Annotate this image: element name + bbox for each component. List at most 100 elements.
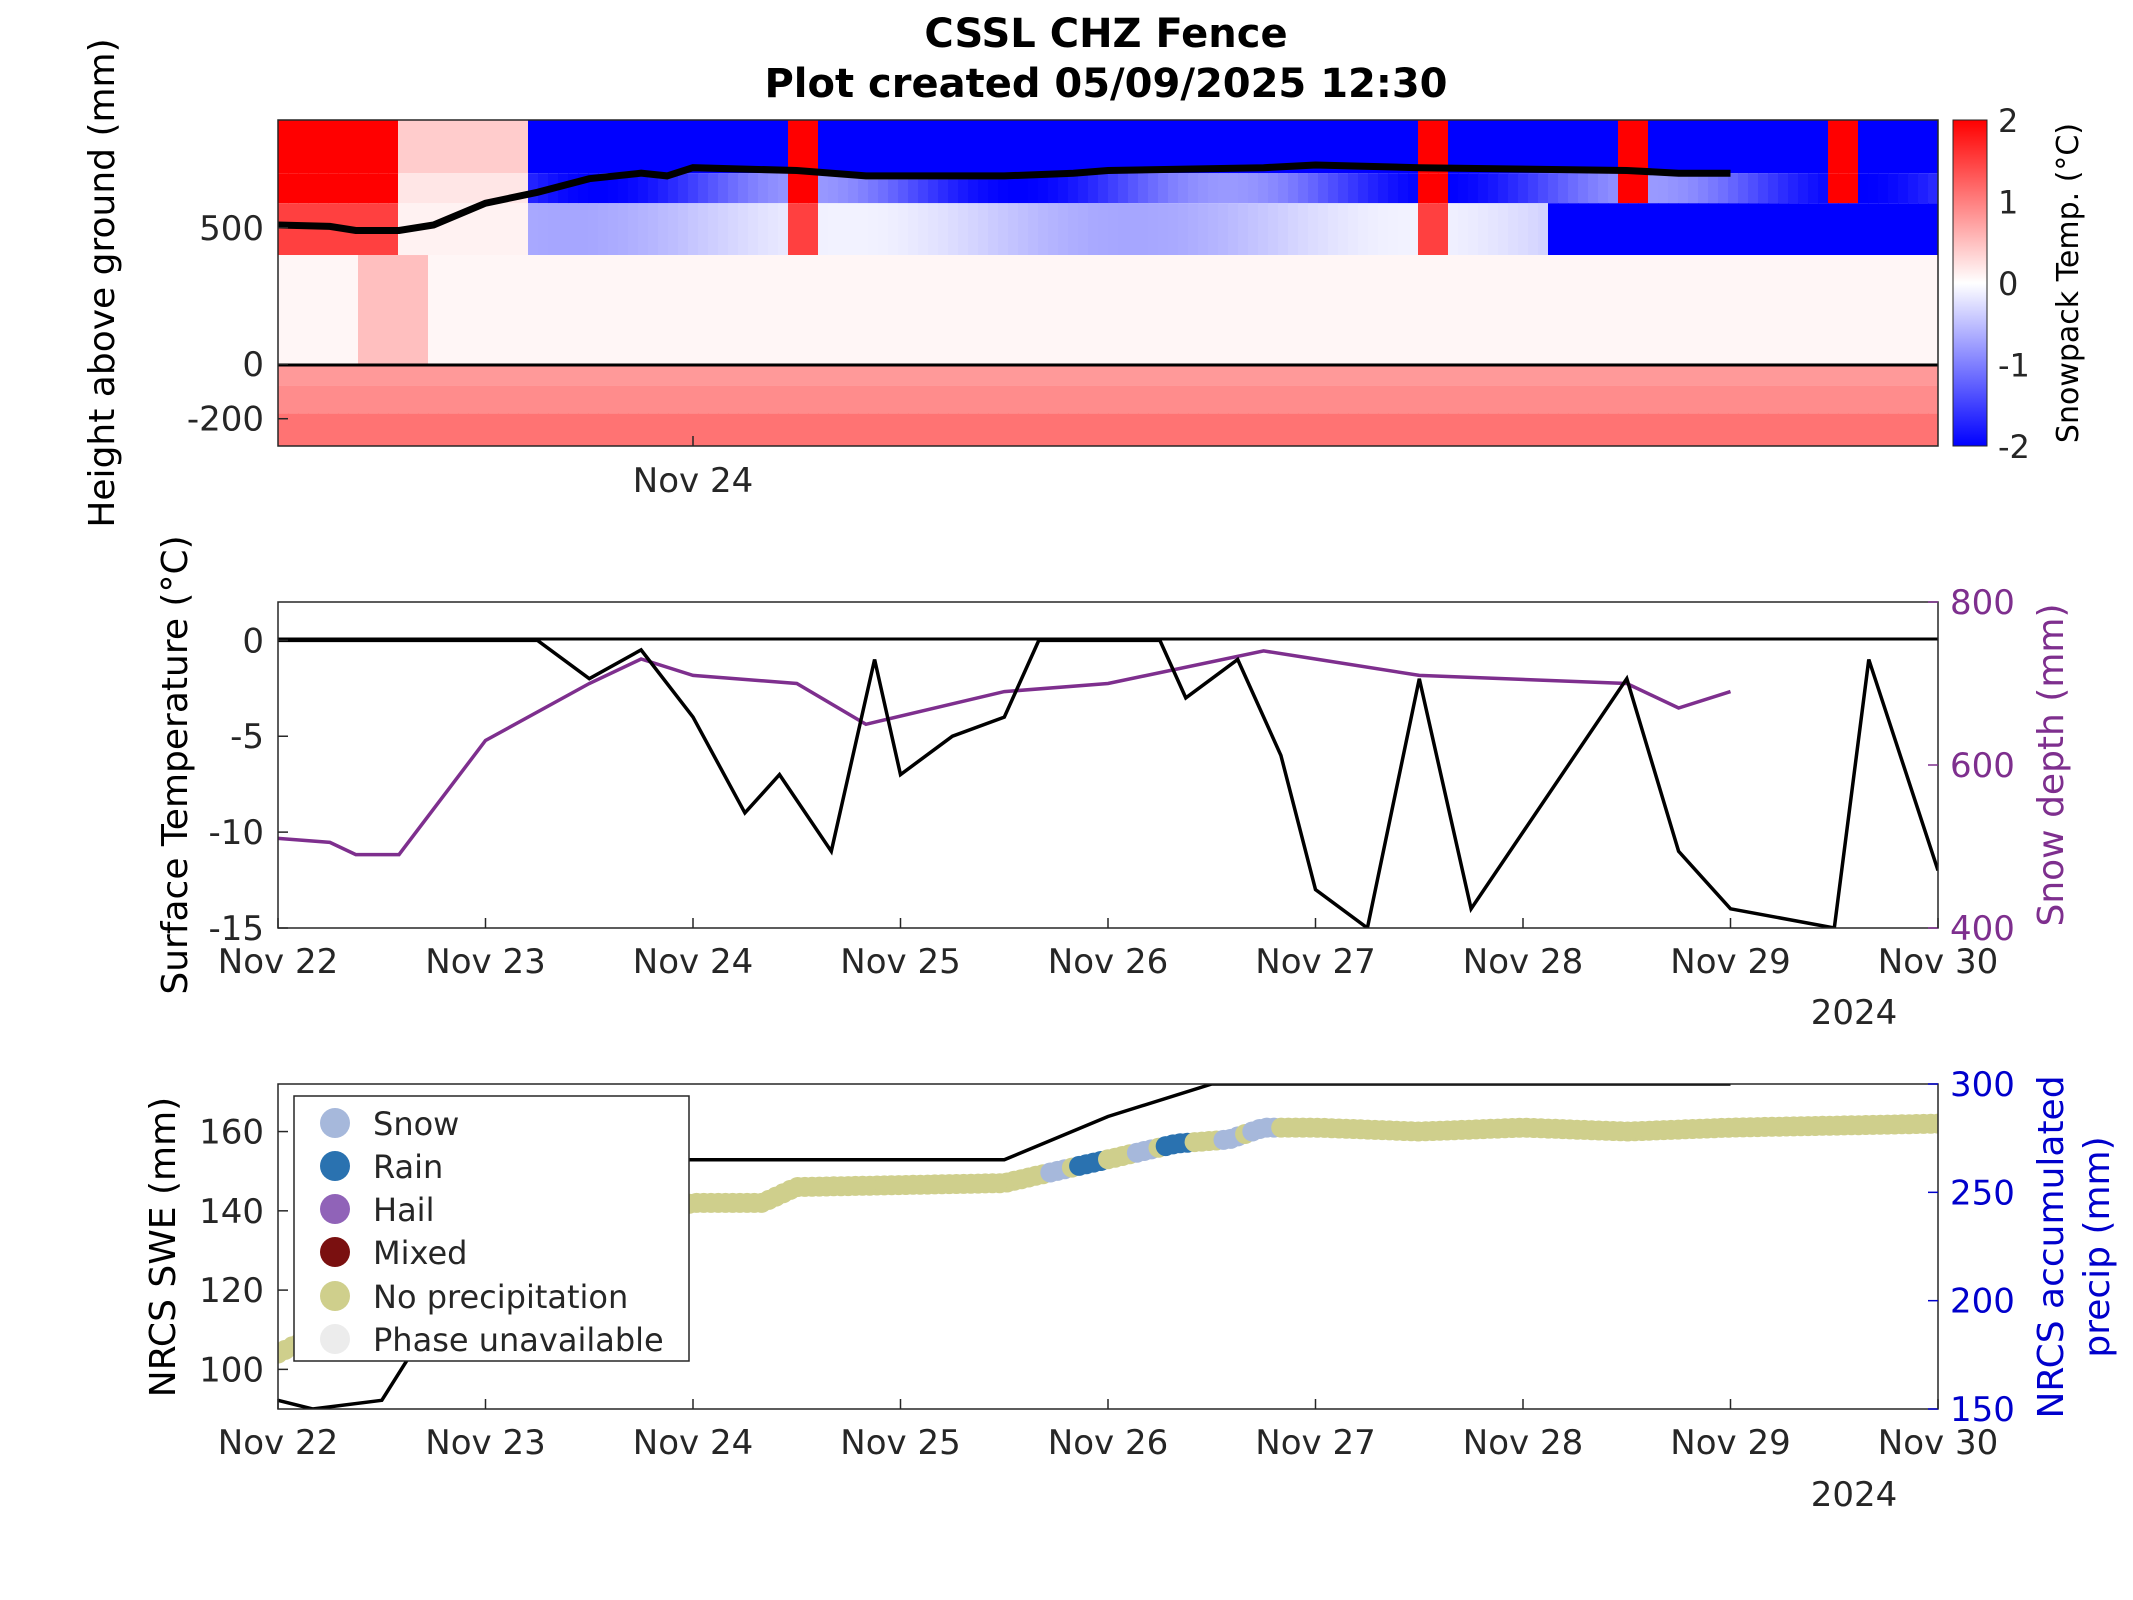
heatmap-cell	[1468, 364, 1479, 386]
heatmap-cell	[1138, 203, 1149, 256]
heatmap-cell	[658, 203, 669, 256]
heatmap-cell	[1448, 120, 1459, 174]
heatmap-cell	[418, 385, 429, 414]
heatmap-cell	[1378, 364, 1389, 386]
heatmap-cell	[1668, 255, 1679, 365]
heatmap-cell	[418, 364, 429, 386]
heatmap-cell	[1698, 413, 1709, 446]
heatmap-cell	[998, 385, 1009, 414]
heatmap-cell	[1638, 255, 1649, 365]
heatmap-cell	[1308, 255, 1319, 365]
heatmap-cell	[1358, 255, 1369, 365]
heatmap-cell	[708, 255, 719, 365]
heatmap-cell	[1208, 255, 1219, 365]
heatmap-cell	[1148, 364, 1159, 386]
heatmap-cell	[1768, 413, 1779, 446]
heatmap-cell	[748, 385, 759, 414]
heatmap-cell	[698, 255, 709, 365]
heatmap-ytick-label: -200	[187, 400, 264, 440]
colorbar-label: Snowpack Temp. (°C)	[2051, 123, 2086, 443]
temp-xtick-label: Nov 25	[840, 942, 960, 982]
heatmap-cell	[1018, 120, 1029, 174]
heatmap-cell	[1028, 413, 1039, 446]
heatmap-cell	[1418, 255, 1429, 365]
heatmap-cell	[608, 255, 619, 365]
heatmap-cell	[348, 255, 359, 365]
heatmap-cell	[1258, 364, 1269, 386]
heatmap-cell	[728, 203, 739, 256]
heatmap-cell	[308, 364, 319, 386]
heatmap-cell	[1668, 413, 1679, 446]
heatmap-cell	[768, 203, 779, 256]
heatmap-cell	[278, 120, 289, 174]
heatmap-cell	[598, 364, 609, 386]
heatmap-cell	[1768, 364, 1779, 386]
heatmap-cell	[1458, 173, 1469, 204]
heatmap-cell	[1798, 173, 1809, 204]
chart-subtitle: Plot created 05/09/2025 12:30	[764, 61, 1447, 107]
heatmap-cell	[1908, 255, 1919, 365]
heatmap-cell	[438, 413, 449, 446]
heatmap-cell	[478, 203, 489, 256]
heatmap-cell	[338, 413, 349, 446]
heatmap-cell	[1228, 364, 1239, 386]
heatmap-cell	[1188, 364, 1199, 386]
heatmap-cell	[488, 413, 499, 446]
heatmap-cell	[1328, 364, 1339, 386]
heatmap-cell	[1928, 203, 1938, 256]
heatmap-cell	[668, 364, 679, 386]
heatmap-cell	[1778, 255, 1789, 365]
heatmap-cell	[338, 173, 349, 204]
heatmap-cell	[288, 385, 299, 414]
heatmap-cell	[368, 385, 379, 414]
heatmap-cell	[288, 364, 299, 386]
heatmap-cell	[1528, 385, 1539, 414]
heatmap-cell	[408, 120, 419, 174]
heatmap-cell	[1808, 385, 1819, 414]
heatmap-cell	[1508, 173, 1519, 204]
heatmap-cell	[578, 364, 589, 386]
heatmap-cell	[738, 173, 749, 204]
heatmap-cell	[728, 255, 739, 365]
heatmap-cell	[1348, 255, 1359, 365]
heatmap-cell	[388, 120, 399, 174]
heatmap-cell	[598, 173, 609, 204]
heatmap-cell	[1288, 255, 1299, 365]
heatmap-cell	[838, 120, 849, 174]
heatmap-cell	[1008, 255, 1019, 365]
swe-ytick-label: 160	[199, 1113, 264, 1153]
heatmap-cell	[428, 385, 439, 414]
heatmap-cell	[1638, 385, 1649, 414]
heatmap-cell	[1808, 173, 1819, 204]
heatmap-cell	[498, 364, 509, 386]
legend-rain-label: Rain	[373, 1148, 443, 1186]
heatmap-cell	[588, 203, 599, 256]
heatmap-cell	[428, 255, 439, 365]
heatmap-cell	[418, 120, 429, 174]
heatmap-cell	[1868, 120, 1879, 174]
heatmap-cell	[828, 120, 839, 174]
heatmap-cell	[1878, 385, 1889, 414]
heatmap-cell	[1698, 203, 1709, 256]
heatmap-cell	[1008, 173, 1019, 204]
heatmap-cell	[1748, 413, 1759, 446]
heatmap-cell	[1608, 173, 1619, 204]
heatmap-cell	[1278, 255, 1289, 365]
heatmap-cell	[1148, 385, 1159, 414]
heatmap-cell	[968, 413, 979, 446]
heatmap-cell	[1088, 364, 1099, 386]
heatmap-cell	[808, 413, 819, 446]
heatmap-cell	[1338, 120, 1349, 174]
heatmap-cell	[1918, 255, 1929, 365]
heatmap-cell	[418, 173, 429, 204]
heatmap-cell	[658, 173, 669, 204]
heatmap-cell	[1198, 385, 1209, 414]
heatmap-cell	[1478, 385, 1489, 414]
heatmap-cell	[1318, 413, 1329, 446]
heatmap-cell	[1678, 120, 1689, 174]
heatmap-cell	[1168, 413, 1179, 446]
heatmap-cell	[688, 120, 699, 174]
heatmap-cell	[1678, 203, 1689, 256]
heatmap-cell	[1018, 203, 1029, 256]
heatmap-cell	[988, 203, 999, 256]
